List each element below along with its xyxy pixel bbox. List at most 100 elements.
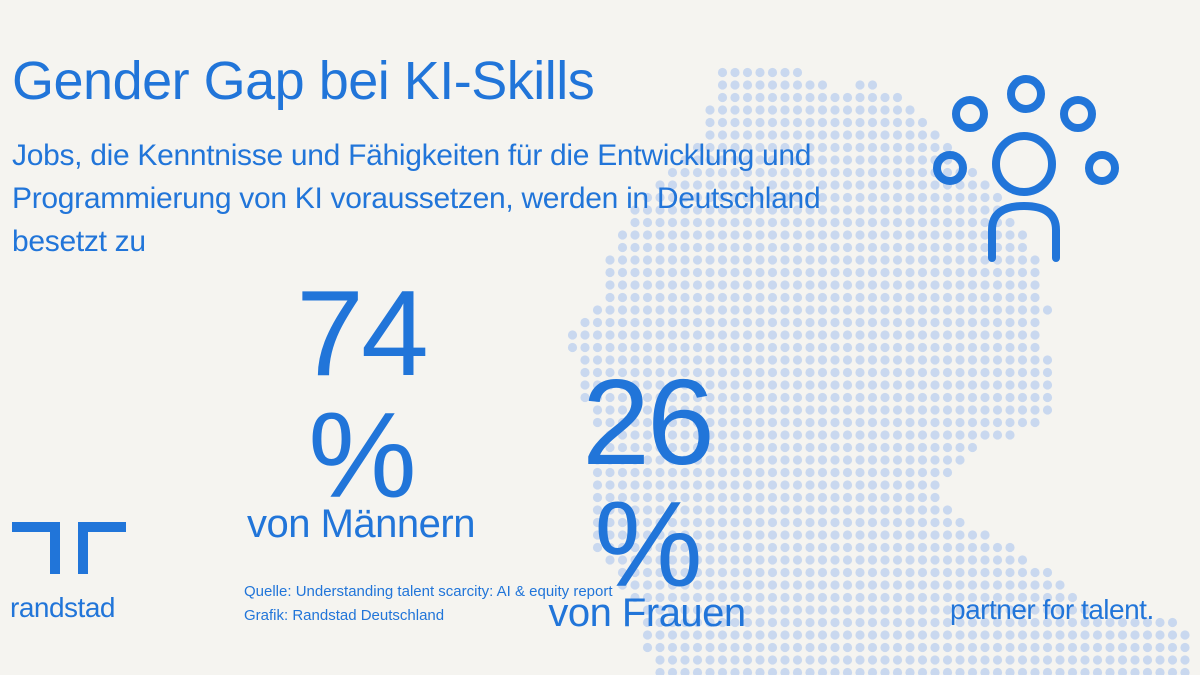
map-dot [655, 442, 665, 453]
map-dot [717, 555, 728, 565]
map-dot [880, 230, 890, 240]
map-dot [767, 317, 778, 328]
map-dot [792, 167, 803, 178]
map-dot [830, 492, 840, 503]
map-dot [855, 367, 865, 378]
map-dot [680, 530, 690, 540]
map-dot [755, 555, 765, 565]
map-dot [1142, 642, 1153, 653]
map-dot [717, 155, 728, 165]
map-dot [942, 317, 953, 328]
map-dot [655, 305, 665, 315]
map-dot [780, 117, 790, 128]
map-dot [892, 517, 903, 528]
map-dot [742, 80, 753, 90]
map-dot [742, 617, 753, 628]
map-dot [680, 342, 690, 353]
map-dot [717, 480, 728, 490]
map-dot [580, 342, 590, 353]
map-dot [805, 317, 815, 328]
map-dot [1105, 655, 1115, 665]
map-dot [1042, 405, 1053, 415]
map-dot [830, 230, 840, 240]
map-dot [967, 167, 978, 178]
map-dot [655, 592, 665, 603]
map-dot [717, 167, 728, 178]
map-dot [1142, 630, 1153, 640]
map-dot [917, 580, 928, 590]
map-dot [742, 105, 753, 115]
map-dot [817, 492, 828, 503]
map-dot [730, 542, 740, 553]
map-dot [730, 280, 740, 290]
map-dot [905, 430, 915, 440]
map-dot [992, 342, 1003, 353]
map-dot [705, 642, 715, 653]
map-dot [1142, 617, 1153, 628]
map-dot [905, 255, 915, 265]
map-dot [892, 455, 903, 465]
map-dot [792, 667, 803, 675]
map-dot [1130, 630, 1140, 640]
map-dot [905, 317, 915, 328]
map-dot [967, 230, 978, 240]
map-dot [842, 480, 853, 490]
map-dot [867, 142, 878, 153]
map-dot [705, 505, 715, 515]
map-dot [680, 417, 690, 428]
map-dot [892, 380, 903, 390]
map-dot [930, 655, 940, 665]
map-dot [942, 242, 953, 253]
map-dot [1080, 642, 1090, 653]
map-dot [917, 192, 928, 203]
map-dot [667, 542, 678, 553]
map-dot [805, 492, 815, 503]
map-dot [730, 367, 740, 378]
stat-men-label: von Männern [247, 502, 475, 546]
map-dot [792, 292, 803, 303]
brand-claim: partner for talent. [950, 594, 1154, 625]
map-dot [792, 442, 803, 453]
map-dot [905, 392, 915, 403]
map-dot [792, 567, 803, 578]
map-dot [655, 280, 665, 290]
map-dot [655, 492, 665, 503]
map-dot [955, 367, 965, 378]
map-dot [1130, 667, 1140, 675]
map-dot [905, 480, 915, 490]
map-dot [917, 330, 928, 340]
map-dot [680, 617, 690, 628]
map-dot [630, 342, 640, 353]
map-dot [755, 630, 765, 640]
map-dot [1017, 242, 1028, 253]
map-dot [917, 155, 928, 165]
map-dot [642, 380, 653, 390]
map-dot [717, 430, 728, 440]
map-dot [980, 255, 990, 265]
map-dot [680, 405, 690, 415]
map-dot [855, 305, 865, 315]
map-dot [605, 405, 615, 415]
map-dot [980, 617, 990, 628]
map-dot [792, 367, 803, 378]
map-dot [742, 217, 753, 228]
map-dot [905, 417, 915, 428]
map-dot [692, 630, 703, 640]
map-dot [667, 167, 678, 178]
map-dot [855, 430, 865, 440]
map-dot [742, 442, 753, 453]
map-dot [855, 205, 865, 215]
map-dot [705, 617, 715, 628]
map-dot [942, 205, 953, 215]
map-dot [817, 230, 828, 240]
map-dot [930, 192, 940, 203]
map-dot [667, 255, 678, 265]
map-dot [817, 580, 828, 590]
map-dot [742, 530, 753, 540]
map-dot [880, 492, 890, 503]
map-dot [705, 217, 715, 228]
map-dot [980, 330, 990, 340]
map-dot [842, 267, 853, 278]
map-dot [1017, 342, 1028, 353]
